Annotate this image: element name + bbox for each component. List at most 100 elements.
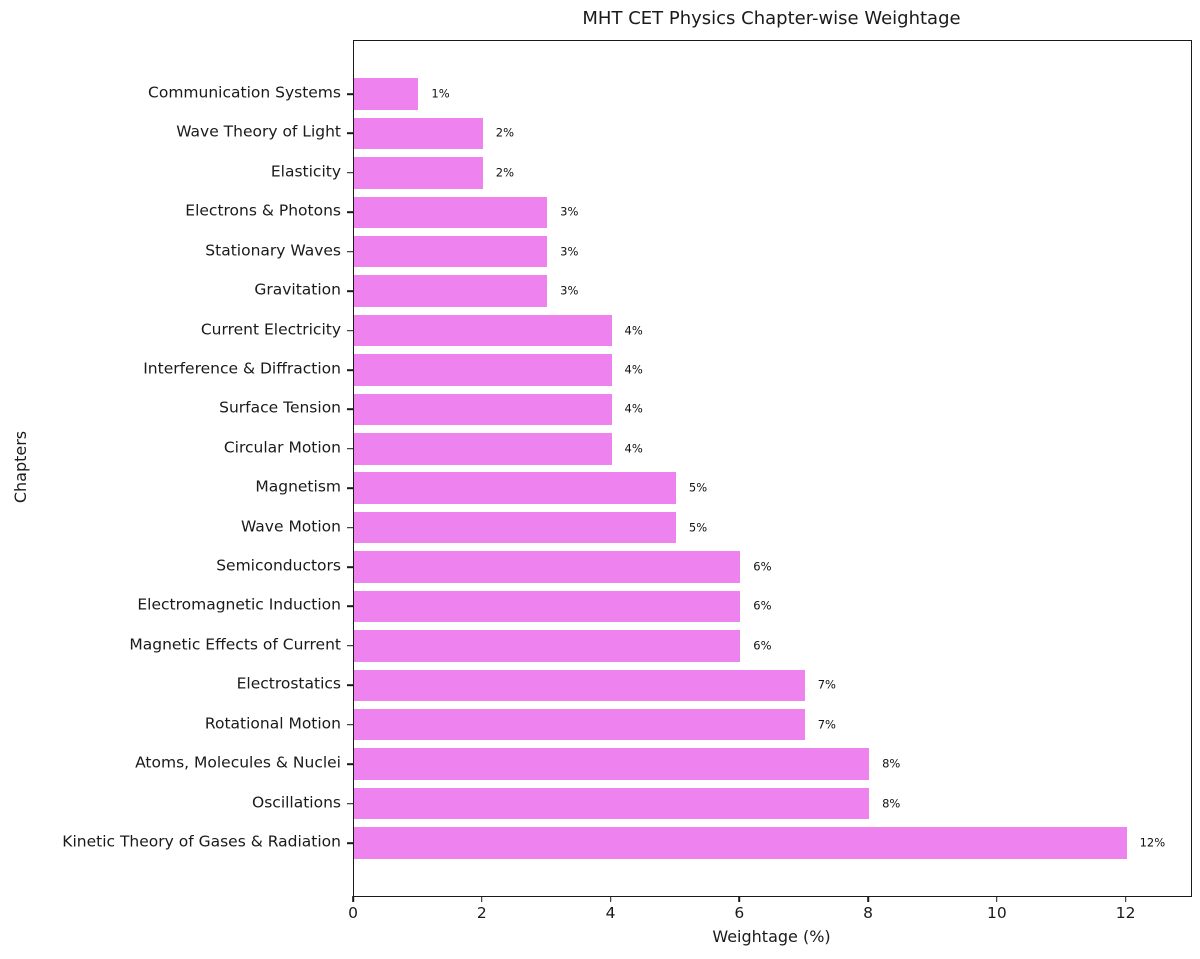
y-tick-mark (347, 250, 353, 253)
y-tick-mark (347, 172, 353, 174)
y-tick-mark (347, 684, 353, 687)
y-tick-label: Electromagnetic Induction (137, 595, 341, 614)
bar-value-label: 7% (817, 716, 836, 731)
bar-value-label: 6% (753, 638, 772, 653)
bar-value-label: 12% (1139, 835, 1166, 850)
x-tick-label: 10 (986, 904, 1007, 922)
bar-value-label: 6% (753, 598, 772, 613)
bar (354, 669, 805, 702)
bar (354, 827, 1127, 859)
bar (354, 235, 548, 268)
bar-value-label: 2% (495, 165, 515, 180)
bar-value-label: 8% (882, 756, 901, 771)
y-tick-label: Semiconductors (216, 556, 341, 575)
chart-title: MHT CET Physics Chapter-wise Weightage (582, 8, 961, 29)
y-tick-label: Elasticity (270, 162, 341, 181)
bar (354, 590, 741, 623)
bar (354, 472, 676, 504)
plot-area: 1% 2% 2% 3% 3% 3% 4% 4% 4% 4% 5% 5% 6% 6% 6% 7% 7% 8% 8% 12… (347, 40, 1192, 897)
bar (354, 275, 548, 307)
bar-value-label: 4% (624, 322, 643, 337)
y-tick-label: Circular Motion (223, 438, 341, 457)
y-tick-label: Magnetism (255, 477, 341, 496)
x-tick-label: 4 (605, 904, 616, 922)
y-tick-mark (347, 290, 353, 292)
x-tick-mark (609, 896, 612, 902)
bar (354, 433, 612, 465)
x-tick-label: 12 (1115, 904, 1136, 922)
x-tick-mark (738, 896, 741, 902)
y-tick-label: Surface Tension (219, 398, 341, 417)
y-tick-label: Kinetic Theory of Gases & Radiation (62, 832, 341, 851)
y-tick-mark (347, 723, 353, 726)
bar (354, 78, 419, 110)
y-tick-mark (347, 447, 353, 450)
bar-value-label: 6% (753, 559, 772, 574)
x-axis-title: Weightage (%) (712, 927, 831, 946)
bar-value-label: 3% (560, 204, 579, 219)
y-tick-label: Electrons & Photons (185, 201, 341, 220)
bar (354, 393, 612, 426)
y-tick-label: Stationary Waves (205, 240, 341, 259)
x-tick-mark (996, 896, 998, 902)
x-tick-mark (480, 896, 483, 902)
bar-value-label: 3% (560, 283, 579, 298)
bar (354, 787, 870, 820)
bar-value-label: 5% (688, 480, 708, 495)
bar-value-label: 3% (560, 243, 579, 258)
x-tick-mark (352, 896, 354, 902)
y-tick-mark (347, 566, 353, 568)
x-tick-label: 8 (863, 904, 873, 922)
x-axis-ticks: 0 2 4 6 8 10 12 (348, 896, 1190, 942)
y-tick-mark (347, 369, 353, 371)
bar-value-label: 4% (624, 441, 643, 456)
x-tick-mark (1124, 896, 1127, 902)
y-tick-label: Communication Systems (148, 83, 341, 102)
y-tick-label: Electrostatics (236, 674, 341, 693)
bar (354, 748, 870, 780)
x-tick-label: 6 (734, 904, 745, 922)
bar (354, 196, 548, 228)
y-axis-tick-labels: Communication Systems Wave Theory of Ligh… (0, 40, 341, 895)
bar (354, 511, 676, 544)
y-tick-mark (347, 329, 353, 332)
bar-value-label: 5% (688, 519, 708, 534)
y-tick-label: Rotational Motion (204, 713, 341, 732)
bar (354, 157, 483, 189)
y-tick-mark (347, 93, 353, 95)
bar (354, 354, 612, 386)
bar-value-label: 2% (495, 125, 515, 140)
y-tick-mark (347, 802, 353, 805)
bar (354, 551, 741, 583)
x-tick-mark (867, 896, 869, 902)
y-tick-label: Atoms, Molecules & Nuclei (135, 753, 341, 772)
y-tick-mark (347, 132, 353, 135)
bar-value-label: 7% (817, 677, 836, 692)
y-tick-label: Interference & Diffraction (143, 359, 341, 378)
bar-value-label: 4% (624, 401, 643, 416)
bar-value-label: 8% (882, 795, 901, 810)
y-tick-label: Oscillations (252, 792, 341, 811)
y-tick-label: Magnetic Effects of Current (129, 635, 341, 654)
y-tick-mark (347, 408, 353, 411)
bar (354, 314, 612, 347)
y-tick-mark (347, 763, 353, 765)
bar-value-label: 4% (624, 362, 643, 377)
x-tick-label: 0 (348, 904, 358, 922)
y-tick-mark (347, 605, 353, 608)
y-tick-mark (347, 526, 353, 529)
y-tick-label: Wave Theory of Light (176, 122, 341, 141)
y-tick-label: Gravitation (254, 280, 341, 299)
y-tick-label: Wave Motion (240, 516, 341, 535)
bar-value-label: 1% (431, 86, 450, 101)
y-tick-mark (347, 842, 353, 844)
x-tick-label: 2 (476, 904, 487, 922)
y-tick-mark (347, 211, 353, 214)
bar (354, 630, 741, 662)
y-tick-label: Current Electricity (200, 319, 341, 338)
bar (354, 708, 805, 741)
bar (354, 117, 483, 150)
y-tick-mark (347, 645, 353, 647)
y-tick-mark (347, 487, 353, 489)
